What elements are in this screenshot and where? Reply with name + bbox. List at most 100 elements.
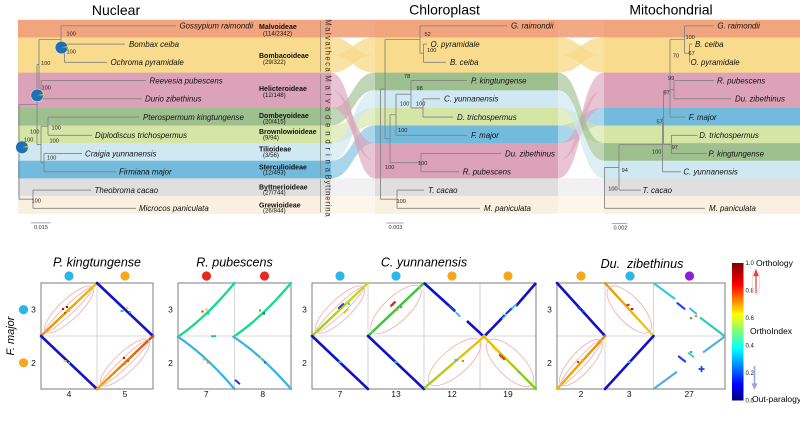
svg-text:(9/94): (9/94) (263, 134, 279, 141)
svg-text:2: 2 (579, 389, 584, 399)
svg-text:3: 3 (31, 305, 36, 315)
svg-text:19: 19 (503, 389, 513, 399)
svg-text:Ochroma pyramidale: Ochroma pyramidale (111, 58, 185, 67)
svg-text:Dombeyoideae: Dombeyoideae (259, 113, 309, 120)
svg-text:R. pubescens: R. pubescens (717, 76, 765, 85)
svg-text:100: 100 (397, 199, 406, 205)
svg-text:G. raimondii: G. raimondii (717, 22, 760, 31)
svg-text:98: 98 (417, 86, 423, 92)
svg-text:2: 2 (302, 358, 307, 368)
svg-text:F. major: F. major (5, 315, 17, 355)
svg-text:7: 7 (204, 389, 209, 399)
svg-text:Du. zibethinus: Du. zibethinus (601, 257, 684, 271)
svg-text:67: 67 (689, 51, 695, 57)
svg-text:P. kingtungense: P. kingtungense (53, 256, 141, 270)
svg-text:100: 100 (32, 199, 41, 205)
svg-text:100: 100 (686, 35, 695, 41)
svg-text:7: 7 (338, 389, 343, 399)
svg-text:2: 2 (547, 358, 552, 368)
svg-text:8: 8 (260, 389, 265, 399)
svg-text:100: 100 (41, 61, 50, 67)
svg-text:0.0: 0.0 (746, 399, 755, 405)
svg-text:Gossypium raimondii: Gossypium raimondii (180, 22, 254, 31)
svg-text:13: 13 (391, 389, 401, 399)
svg-text:0.015: 0.015 (34, 225, 48, 231)
svg-text:2: 2 (31, 358, 36, 368)
svg-text:100: 100 (416, 102, 425, 108)
svg-text:0.003: 0.003 (389, 225, 403, 231)
svg-text:Helicteroideae: Helicteroideae (259, 86, 307, 93)
svg-text:100: 100 (50, 139, 59, 145)
svg-text:B. ceiba: B. ceiba (695, 40, 724, 49)
svg-text:99: 99 (668, 76, 674, 82)
svg-text:3: 3 (627, 389, 632, 399)
svg-text:0.4: 0.4 (746, 344, 755, 350)
svg-text:M. paniculata: M. paniculata (709, 204, 757, 213)
svg-text:OrthoIndex: OrthoIndex (750, 326, 793, 336)
svg-text:(12/148): (12/148) (263, 92, 286, 99)
svg-text:(12/493): (12/493) (263, 170, 286, 177)
svg-text:Grewioideae: Grewioideae (259, 202, 301, 209)
svg-text:100: 100 (47, 156, 56, 162)
svg-text:M. paniculata: M. paniculata (484, 204, 532, 213)
svg-text:12: 12 (447, 389, 457, 399)
svg-text:Reevesia pubescens: Reevesia pubescens (150, 76, 223, 85)
svg-text:Sterculioideae: Sterculioideae (259, 164, 307, 171)
svg-text:G. raimondii: G. raimondii (511, 22, 554, 31)
svg-text:Du. zibethinus: Du. zibethinus (735, 95, 785, 104)
svg-text:(114/2342): (114/2342) (263, 31, 292, 38)
svg-text:5: 5 (123, 389, 128, 399)
svg-text:100: 100 (400, 102, 409, 108)
svg-text:100: 100 (52, 126, 61, 132)
svg-text:100: 100 (398, 128, 407, 134)
svg-text:(27/744): (27/744) (263, 190, 286, 197)
svg-text:Malvatheca: Malvatheca (324, 19, 333, 73)
svg-text:Malvoideae: Malvoideae (259, 24, 297, 31)
svg-text:52: 52 (425, 32, 431, 38)
svg-text:P. kingtungense: P. kingtungense (708, 149, 764, 158)
svg-text:Du. zibethinus: Du. zibethinus (505, 149, 555, 158)
svg-text:(26/844): (26/844) (263, 208, 286, 215)
svg-text:3: 3 (547, 305, 552, 315)
svg-text:57: 57 (657, 120, 663, 126)
svg-text:C. yunnanensis: C. yunnanensis (683, 168, 737, 177)
svg-text:Nuclear: Nuclear (92, 2, 141, 18)
svg-text:1.0: 1.0 (746, 261, 755, 267)
svg-text:O. pyramidale: O. pyramidale (691, 58, 741, 67)
svg-text:97: 97 (664, 91, 670, 97)
svg-text:Bombax ceiba: Bombax ceiba (129, 40, 180, 49)
svg-text:Orthology: Orthology (756, 258, 794, 268)
svg-text:T. cacao: T. cacao (428, 186, 458, 195)
svg-text:(20/415): (20/415) (263, 118, 286, 125)
svg-text:78: 78 (404, 74, 410, 80)
svg-text:C. yunnanensis: C. yunnanensis (444, 95, 498, 104)
svg-text:F. major: F. major (689, 113, 717, 122)
svg-text:Theobroma cacao: Theobroma cacao (95, 186, 159, 195)
svg-text:Craigia yunnanensis: Craigia yunnanensis (85, 149, 157, 158)
svg-text:3: 3 (168, 305, 173, 315)
svg-text:R. pubescens: R. pubescens (463, 168, 511, 177)
svg-text:94: 94 (622, 168, 628, 174)
svg-text:2: 2 (168, 358, 173, 368)
svg-text:(3/56): (3/56) (263, 152, 279, 159)
svg-text:R. pubescens: R. pubescens (196, 256, 272, 270)
svg-text:100: 100 (418, 161, 427, 167)
svg-text:Firmiana major: Firmiana major (119, 168, 172, 177)
svg-text:D. trichospermus: D. trichospermus (699, 131, 759, 140)
svg-text:100: 100 (67, 50, 76, 56)
svg-text:P. kingtungense: P. kingtungense (471, 76, 527, 85)
svg-text:100: 100 (608, 187, 617, 193)
svg-text:Tilioideae: Tilioideae (259, 147, 291, 154)
svg-text:F. major: F. major (471, 131, 499, 140)
svg-text:Microcos paniculata: Microcos paniculata (139, 204, 209, 213)
svg-text:27: 27 (684, 389, 694, 399)
svg-text:B. ceiba: B. ceiba (450, 58, 479, 67)
svg-text:3: 3 (302, 305, 307, 315)
svg-text:97: 97 (672, 145, 678, 151)
svg-text:70: 70 (673, 54, 679, 60)
svg-text:Out-paralogy: Out-paralogy (752, 394, 800, 404)
svg-text:Byttnerioideae: Byttnerioideae (259, 184, 308, 191)
svg-text:100: 100 (67, 32, 76, 38)
svg-text:100: 100 (385, 165, 394, 171)
svg-text:Diplodiscus trichospermus: Diplodiscus trichospermus (95, 131, 187, 140)
